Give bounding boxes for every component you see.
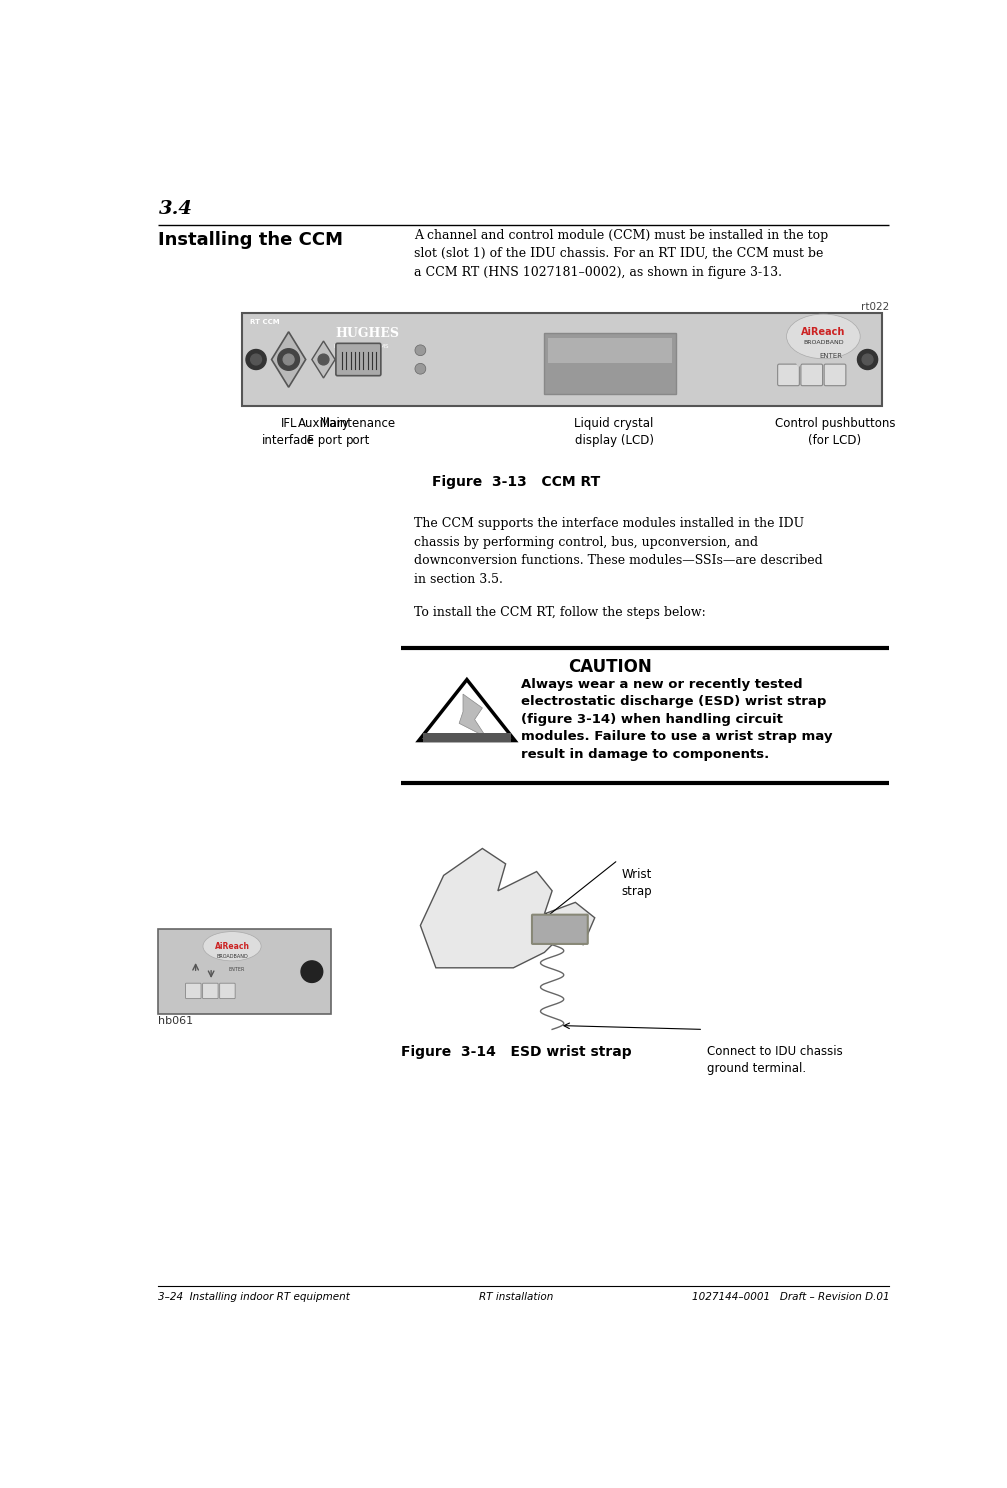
Text: Auxiliary
IF port: Auxiliary IF port (297, 417, 349, 448)
Text: rt022: rt022 (861, 302, 889, 312)
Circle shape (318, 354, 329, 365)
Ellipse shape (786, 314, 860, 359)
FancyBboxPatch shape (545, 332, 676, 394)
FancyBboxPatch shape (242, 314, 881, 406)
FancyBboxPatch shape (777, 365, 800, 385)
Text: 3–24  Installing indoor RT equipment: 3–24 Installing indoor RT equipment (158, 1292, 350, 1302)
Text: HUGHES: HUGHES (335, 327, 399, 341)
Ellipse shape (203, 931, 261, 961)
Circle shape (862, 354, 873, 365)
FancyBboxPatch shape (532, 915, 588, 943)
Polygon shape (419, 680, 515, 741)
Text: Control pushbuttons
(for LCD): Control pushbuttons (for LCD) (774, 417, 895, 448)
FancyBboxPatch shape (158, 930, 331, 1013)
Text: Installing the CCM: Installing the CCM (158, 231, 343, 248)
Text: RT CCM: RT CCM (250, 318, 280, 324)
Text: Maintenance
port: Maintenance port (320, 417, 397, 448)
Polygon shape (459, 693, 486, 737)
Text: A channel and control module (CCM) must be installed in the top
slot (slot 1) of: A channel and control module (CCM) must … (414, 229, 829, 278)
FancyBboxPatch shape (824, 365, 846, 385)
Text: AiReach: AiReach (214, 942, 250, 951)
Text: ENTER: ENTER (229, 967, 245, 972)
Polygon shape (272, 332, 306, 387)
Text: AiReach: AiReach (802, 327, 846, 338)
Circle shape (415, 345, 426, 356)
Text: CAUTION: CAUTION (568, 658, 653, 676)
Text: Figure  3-14   ESD wrist strap: Figure 3-14 ESD wrist strap (401, 1045, 631, 1059)
Text: BROADBAND: BROADBAND (217, 954, 248, 958)
Polygon shape (312, 341, 335, 378)
FancyBboxPatch shape (801, 365, 823, 385)
Text: 1027144–0001   Draft – Revision D.01: 1027144–0001 Draft – Revision D.01 (692, 1292, 889, 1302)
FancyBboxPatch shape (548, 338, 673, 363)
Text: Wrist
strap: Wrist strap (622, 868, 653, 897)
FancyBboxPatch shape (220, 984, 236, 998)
Circle shape (415, 363, 426, 373)
FancyBboxPatch shape (185, 984, 201, 998)
Text: RT installation: RT installation (479, 1292, 553, 1302)
FancyBboxPatch shape (202, 984, 219, 998)
Circle shape (283, 354, 294, 365)
Text: 3.4: 3.4 (158, 199, 192, 219)
Text: The CCM supports the interface modules installed in the IDU
chassis by performin: The CCM supports the interface modules i… (414, 518, 823, 586)
Text: IFL
interface: IFL interface (262, 417, 315, 448)
Circle shape (278, 348, 299, 371)
Text: Liquid crystal
display (LCD): Liquid crystal display (LCD) (574, 417, 654, 448)
Text: Connect to IDU chassis
ground terminal.: Connect to IDU chassis ground terminal. (707, 1045, 843, 1074)
Circle shape (251, 354, 262, 365)
Text: BROADBAND: BROADBAND (803, 341, 844, 345)
Text: Always wear a new or recently tested
electrostatic discharge (ESD) wrist strap
(: Always wear a new or recently tested ele… (522, 677, 833, 760)
Text: Figure  3-13   CCM RT: Figure 3-13 CCM RT (432, 475, 600, 490)
Polygon shape (420, 848, 595, 967)
Text: hb061: hb061 (158, 1016, 193, 1025)
FancyBboxPatch shape (336, 344, 381, 375)
Text: To install the CCM RT, follow the steps below:: To install the CCM RT, follow the steps … (414, 606, 706, 619)
Circle shape (246, 350, 266, 369)
FancyBboxPatch shape (423, 734, 511, 743)
Circle shape (301, 961, 322, 982)
Circle shape (858, 350, 878, 369)
Text: NETWORK SYSTEMS: NETWORK SYSTEMS (333, 344, 388, 350)
Text: ENTER: ENTER (820, 353, 843, 359)
